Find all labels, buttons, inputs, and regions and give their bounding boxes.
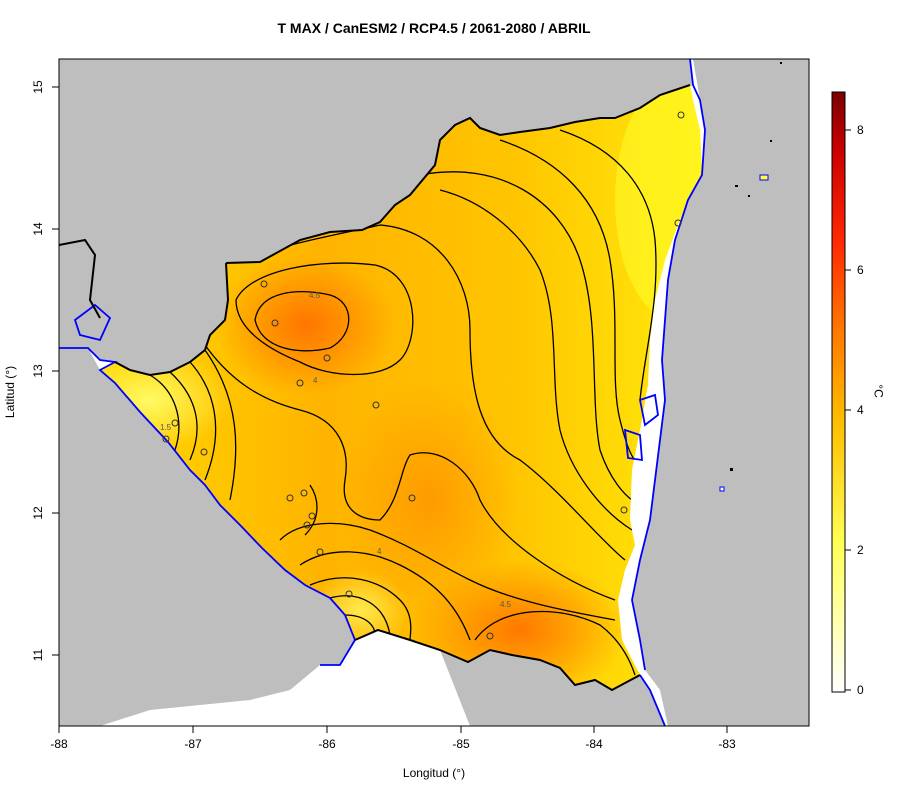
islands [719,62,782,492]
contour-label: 4 [377,547,382,556]
x-tick-label: -87 [184,737,202,751]
colorbar-tick-label: 8 [857,123,864,137]
contour-label: 4.5 [309,291,321,300]
contour-label-group: 4.5 4 4 4.5 1.5 [160,291,512,609]
east-gray-land [632,59,809,726]
borders [59,84,691,692]
y-axis-label: Latitud (°) [3,365,17,419]
x-tick-label: -86 [318,737,336,751]
colorbar-units-label: °C [871,384,886,398]
y-tick-label: 12 [31,506,45,520]
y-tick-label: 15 [31,80,45,94]
costa-rica-land [440,650,665,726]
contour-label: 1.5 [160,423,172,432]
colorbar-tick-label: 2 [857,543,864,557]
x-tick-label: -88 [50,737,68,751]
colorbar [831,91,846,693]
y-tick-label: 14 [31,222,45,236]
map-title: T MAX / CanESM2 / RCP4.5 / 2061-2080 / A… [277,20,591,36]
el-salvador-land [59,348,355,726]
colorbar-tick-label: 6 [857,263,864,277]
colorbar-ticks [845,129,851,691]
contour-label: 4 [313,376,318,385]
colorbar-tick-label: 0 [857,683,864,697]
x-axis [58,725,728,733]
x-tick-label: -84 [585,737,603,751]
y-tick-label: 11 [31,648,45,661]
x-tick-label: -83 [718,737,736,751]
station-points [162,111,685,640]
contour-label: 4.5 [500,600,512,609]
y-axis [52,86,60,656]
x-axis-label: Longitud (°) [402,766,466,780]
coastline [59,59,706,726]
honduras-land [59,59,693,375]
colorbar-tick-label: 4 [857,403,864,417]
x-tick-label: -85 [452,737,470,751]
y-tick-label: 13 [31,364,45,378]
